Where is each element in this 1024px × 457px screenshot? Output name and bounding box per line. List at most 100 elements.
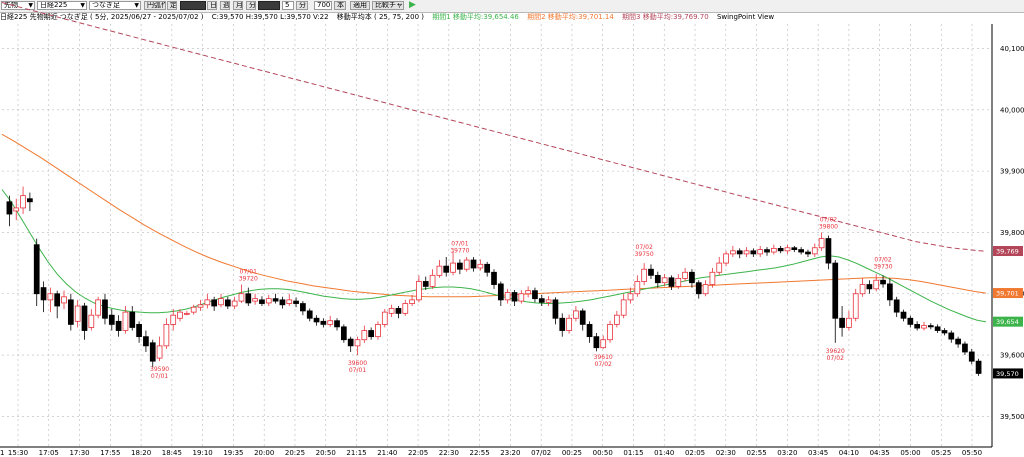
y-tick-label: 39,600 — [1000, 352, 1024, 360]
candle — [54, 290, 61, 319]
x-tick-label: 00:25 — [562, 449, 582, 457]
candle — [593, 332, 600, 352]
swing-labels: 3959007/0107/01397203960007/0107/0139770… — [150, 217, 893, 381]
candle-body — [648, 268, 654, 276]
candle-body — [361, 330, 368, 341]
x-tick-label: 07/02 — [531, 449, 551, 457]
candle-body — [784, 247, 791, 252]
swing-label-line1: 07/02 — [636, 244, 653, 251]
candle-body — [675, 278, 682, 287]
candle — [566, 314, 572, 334]
candle-body — [54, 293, 61, 307]
x-tick-label: 15:30 — [8, 449, 28, 457]
interval-unit-button[interactable]: 分 — [296, 1, 308, 10]
candle-body — [566, 317, 572, 331]
ma-short-line — [1, 189, 987, 323]
swing-label-line1: 07/01 — [451, 240, 468, 247]
y-tick-label: 39,500 — [1000, 413, 1024, 421]
candle — [88, 309, 95, 331]
candle — [334, 318, 340, 331]
candle — [962, 341, 968, 356]
candle-body — [67, 299, 74, 325]
index-select[interactable]: 日経225 ▼ — [37, 1, 87, 10]
count-input[interactable]: 700 — [314, 1, 332, 10]
candle-body — [177, 311, 183, 319]
candle — [702, 280, 709, 297]
mode-select[interactable]: つなぎ足 ▼ — [89, 1, 141, 10]
candle — [395, 306, 402, 319]
toolbar: 先物▼ 日経225▼ つなぎ足▼ 円弧作図 定 日 週 月 分 5 分 700 … — [0, 0, 1024, 13]
candle — [265, 294, 272, 306]
ma-mid-readout: 期間2 移動平均:39,701.14 — [527, 13, 614, 21]
candle — [586, 321, 593, 343]
fixed-button[interactable]: 定 — [167, 1, 177, 10]
candle — [695, 280, 702, 299]
candle — [477, 259, 484, 271]
y-tick-label: 39,800 — [1000, 229, 1024, 237]
candle — [743, 247, 750, 257]
candle — [293, 297, 299, 308]
candle-body — [791, 247, 798, 250]
candle-body — [818, 238, 825, 249]
candle-body — [436, 265, 443, 276]
week-button[interactable]: 週 — [220, 1, 230, 10]
candle-body — [525, 290, 531, 295]
candle-body — [129, 311, 136, 328]
count-unit-button[interactable]: 本 — [334, 1, 346, 10]
candle — [279, 296, 286, 309]
candle-body — [272, 298, 279, 302]
candle — [873, 274, 880, 292]
candle — [893, 296, 900, 318]
price-marker-box — [993, 368, 1023, 379]
view-name: SwingPoint View — [716, 13, 775, 21]
candle — [900, 309, 907, 322]
candle-body — [190, 306, 197, 313]
apply-button[interactable]: 適用 — [350, 1, 370, 10]
candle-body — [95, 299, 101, 316]
candle-body — [497, 283, 504, 301]
chevron-down-icon: ▼ — [28, 2, 33, 9]
candle — [791, 245, 798, 253]
candle-body — [832, 262, 839, 319]
candle-body — [81, 305, 88, 331]
x-tick-label: 04:10 — [839, 449, 859, 457]
candle — [784, 244, 791, 254]
candle-body — [962, 343, 968, 353]
candle — [805, 249, 811, 257]
candle — [811, 243, 818, 257]
interval-input[interactable]: 5 — [282, 1, 294, 10]
x-tick-label: 17:55 — [100, 449, 120, 457]
candle — [40, 281, 47, 313]
candle-body — [381, 311, 388, 325]
x-tick-label: 22:30 — [439, 449, 459, 457]
candle-body — [122, 311, 129, 331]
candle-body — [327, 320, 334, 325]
period-select[interactable] — [180, 1, 206, 10]
candle-body — [730, 250, 736, 255]
compare-chart-button[interactable]: 比較チャート — [372, 1, 404, 10]
month-button[interactable]: 月 — [233, 1, 243, 10]
candle-body — [907, 317, 914, 325]
price-marker-label: 39,701 — [996, 290, 1019, 298]
candle — [422, 276, 429, 291]
signal-icon[interactable]: ▶ — [409, 0, 416, 10]
candle-body — [586, 323, 593, 338]
candle-body — [887, 283, 893, 301]
candle-body — [47, 293, 54, 301]
ma-mid-line — [1, 133, 987, 298]
swing-label-line2: 39750 — [635, 251, 654, 258]
candle — [245, 287, 252, 306]
minute-button[interactable]: 分 — [246, 1, 256, 10]
day-button[interactable]: 日 — [207, 1, 217, 10]
candle-body — [859, 284, 866, 295]
interval-toggle[interactable] — [258, 1, 280, 10]
candle — [907, 315, 914, 328]
draw-arc-button[interactable]: 円弧作図 — [144, 1, 166, 10]
chevron-down-icon: ▼ — [134, 2, 139, 9]
price-marker-label: 39,769 — [996, 248, 1019, 256]
x-tick-label: 20:50 — [316, 449, 336, 457]
